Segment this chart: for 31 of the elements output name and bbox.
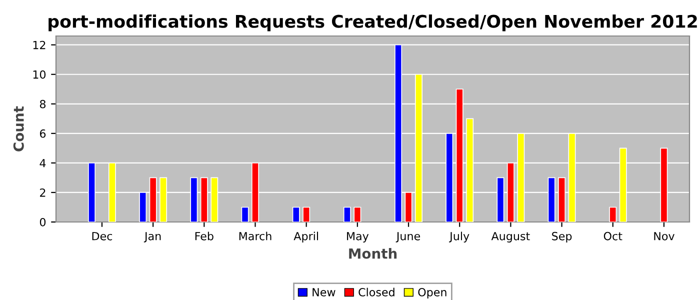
x-axis-title: Month — [349, 248, 397, 259]
x-tick-label: May — [347, 232, 369, 242]
x-tick-label: Dec — [92, 232, 112, 240]
y-tick-label: 12 — [33, 40, 46, 50]
y-tick-label: 4 — [40, 159, 46, 168]
y-tick-label: 6 — [40, 129, 46, 138]
y-tick-label: 0 — [40, 218, 46, 226]
x-tick-label: July — [449, 232, 470, 242]
bar — [609, 206, 617, 222]
bar — [343, 206, 351, 222]
x-tick-label: Feb — [195, 232, 214, 240]
x-tick-label: Sep — [552, 232, 572, 242]
x-tick-label: April — [294, 232, 318, 242]
bar — [241, 206, 249, 222]
chart-title: port-modifications Requests Created/Closed/Open November 2012 — [48, 14, 697, 32]
bar — [354, 206, 362, 222]
y-axis-title: Count — [13, 106, 24, 152]
x-tick-label: June — [396, 232, 420, 242]
x-tick-label: March — [239, 232, 272, 240]
legend-label: Open — [418, 288, 446, 299]
bar — [292, 206, 300, 222]
bar — [302, 206, 310, 222]
x-tick-label: August — [491, 232, 530, 242]
legend-label: New — [312, 288, 336, 296]
x-tick-label: Oct — [604, 232, 622, 240]
legend-label: Closed — [358, 288, 394, 296]
x-tick-label: Jan — [144, 232, 161, 242]
y-tick-label: 10 — [33, 70, 46, 79]
y-tick-label: 8 — [40, 100, 46, 108]
y-tick-label: 2 — [40, 188, 46, 197]
x-tick-label: Nov — [654, 232, 674, 240]
